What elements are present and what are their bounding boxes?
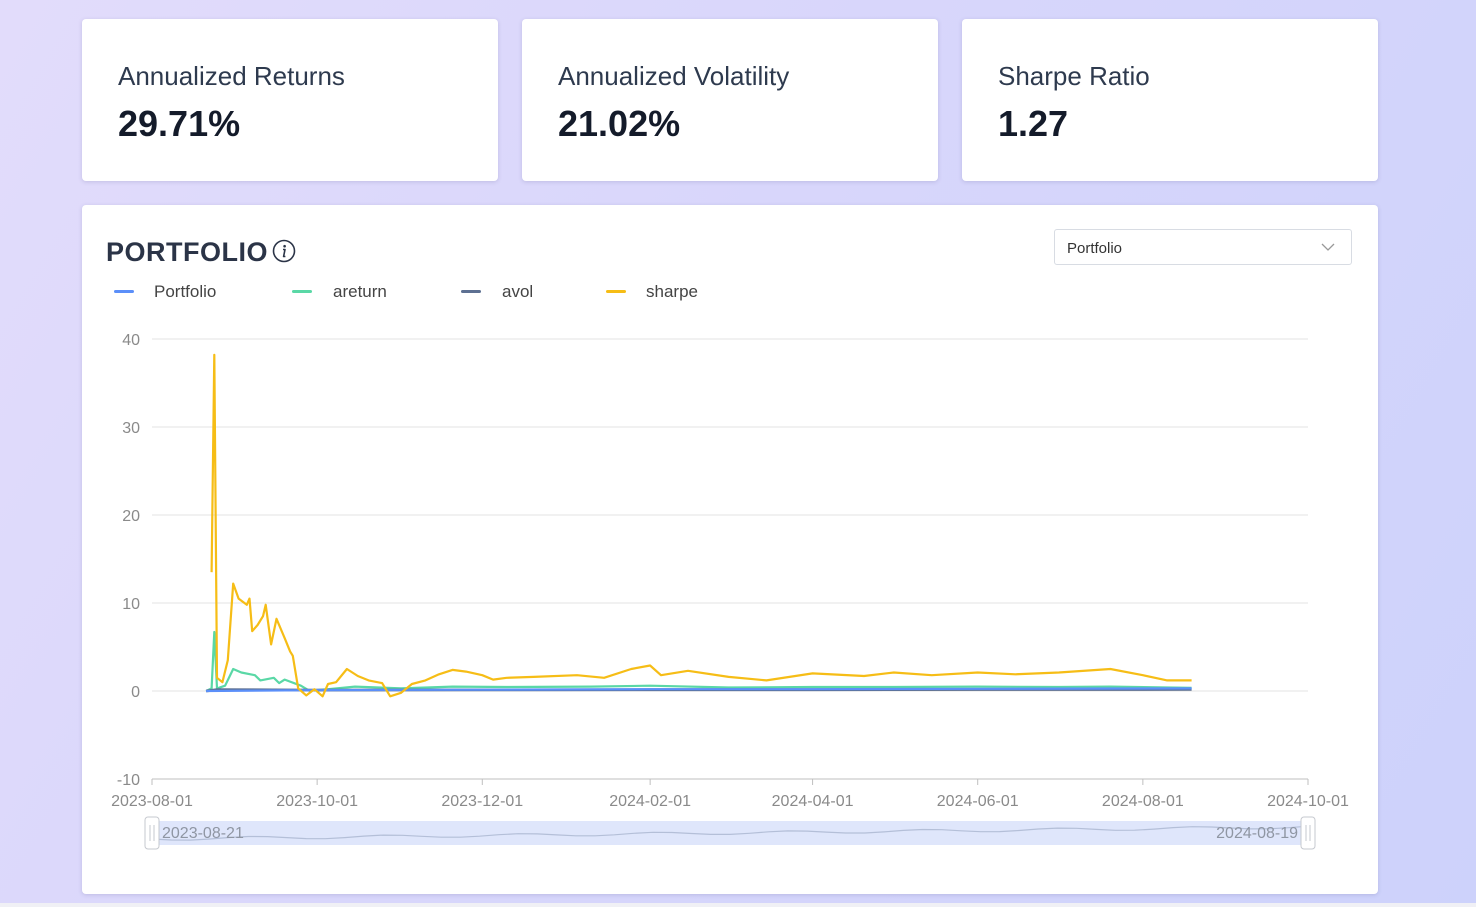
metric-card-volatility: Annualized Volatility 21.02% <box>522 19 938 181</box>
metric-title: Annualized Volatility <box>558 61 790 91</box>
x-tick-label: 2024-02-01 <box>609 793 691 810</box>
metric-card-sharpe: Sharpe Ratio 1.27 <box>962 19 1378 181</box>
x-tick-label: 2024-10-01 <box>1267 793 1349 810</box>
metric-card-returns: Annualized Returns 29.71% <box>82 19 498 181</box>
x-tick-label: 2024-08-01 <box>1102 793 1184 810</box>
metric-title: Sharpe Ratio <box>998 61 1150 91</box>
legend-swatch <box>114 290 134 293</box>
series-line-sharpe <box>210 353 1192 698</box>
metric-value: 29.71% <box>118 103 241 144</box>
line-chart: -10 0 10 20 30 40 2023-08-01 2023-10-01 2023-12-… <box>111 332 1349 850</box>
y-tick-label: 40 <box>122 332 140 349</box>
legend-swatch <box>606 290 626 293</box>
x-tick-label: 2023-10-01 <box>276 793 358 810</box>
page-bottom-edge <box>0 903 1476 907</box>
slider-handle-left <box>144 816 160 850</box>
legend-swatch <box>292 290 312 293</box>
legend-label: Portfolio <box>154 282 217 301</box>
portfolio-select[interactable]: Portfolio <box>1054 229 1352 265</box>
y-tick-label: 30 <box>122 420 140 437</box>
legend-label: areturn <box>333 282 387 301</box>
metric-value: 21.02% <box>558 103 681 144</box>
y-tick-label: 20 <box>122 508 140 525</box>
chart-card: PORTFOLIO Portfolio Portfolio areturn av… <box>82 205 1378 894</box>
legend-swatch <box>461 290 481 293</box>
y-tick-label: 10 <box>122 596 140 613</box>
slider-handle-right <box>1300 816 1316 850</box>
y-tick-label: -10 <box>117 772 140 789</box>
metric-title: Annualized Returns <box>118 61 345 91</box>
metric-value: 1.27 <box>998 103 1069 144</box>
portfolio-select-value: Portfolio <box>1067 240 1123 257</box>
x-tick-label: 2024-06-01 <box>937 793 1019 810</box>
info-icon[interactable] <box>272 239 296 263</box>
slider-track <box>152 821 1308 845</box>
legend-label: avol <box>502 282 534 301</box>
slider-preview-line <box>151 825 1309 841</box>
x-tick-label: 2024-04-01 <box>772 793 854 810</box>
chevron-down-icon <box>1321 243 1335 251</box>
chart-title: PORTFOLIO <box>106 237 268 267</box>
legend-label: sharpe <box>646 282 698 301</box>
x-tick-label: 2023-12-01 <box>441 793 523 810</box>
x-tick-label: 2023-08-01 <box>111 793 193 810</box>
series-line-areturn <box>205 630 1192 692</box>
slider-end-label: 2024-08-19 <box>1216 825 1298 842</box>
y-tick-label: 0 <box>131 684 140 701</box>
slider-start-label: 2023-08-21 <box>162 825 244 842</box>
series-line-avol <box>205 688 1192 693</box>
series-line-portfolio <box>206 687 1192 693</box>
